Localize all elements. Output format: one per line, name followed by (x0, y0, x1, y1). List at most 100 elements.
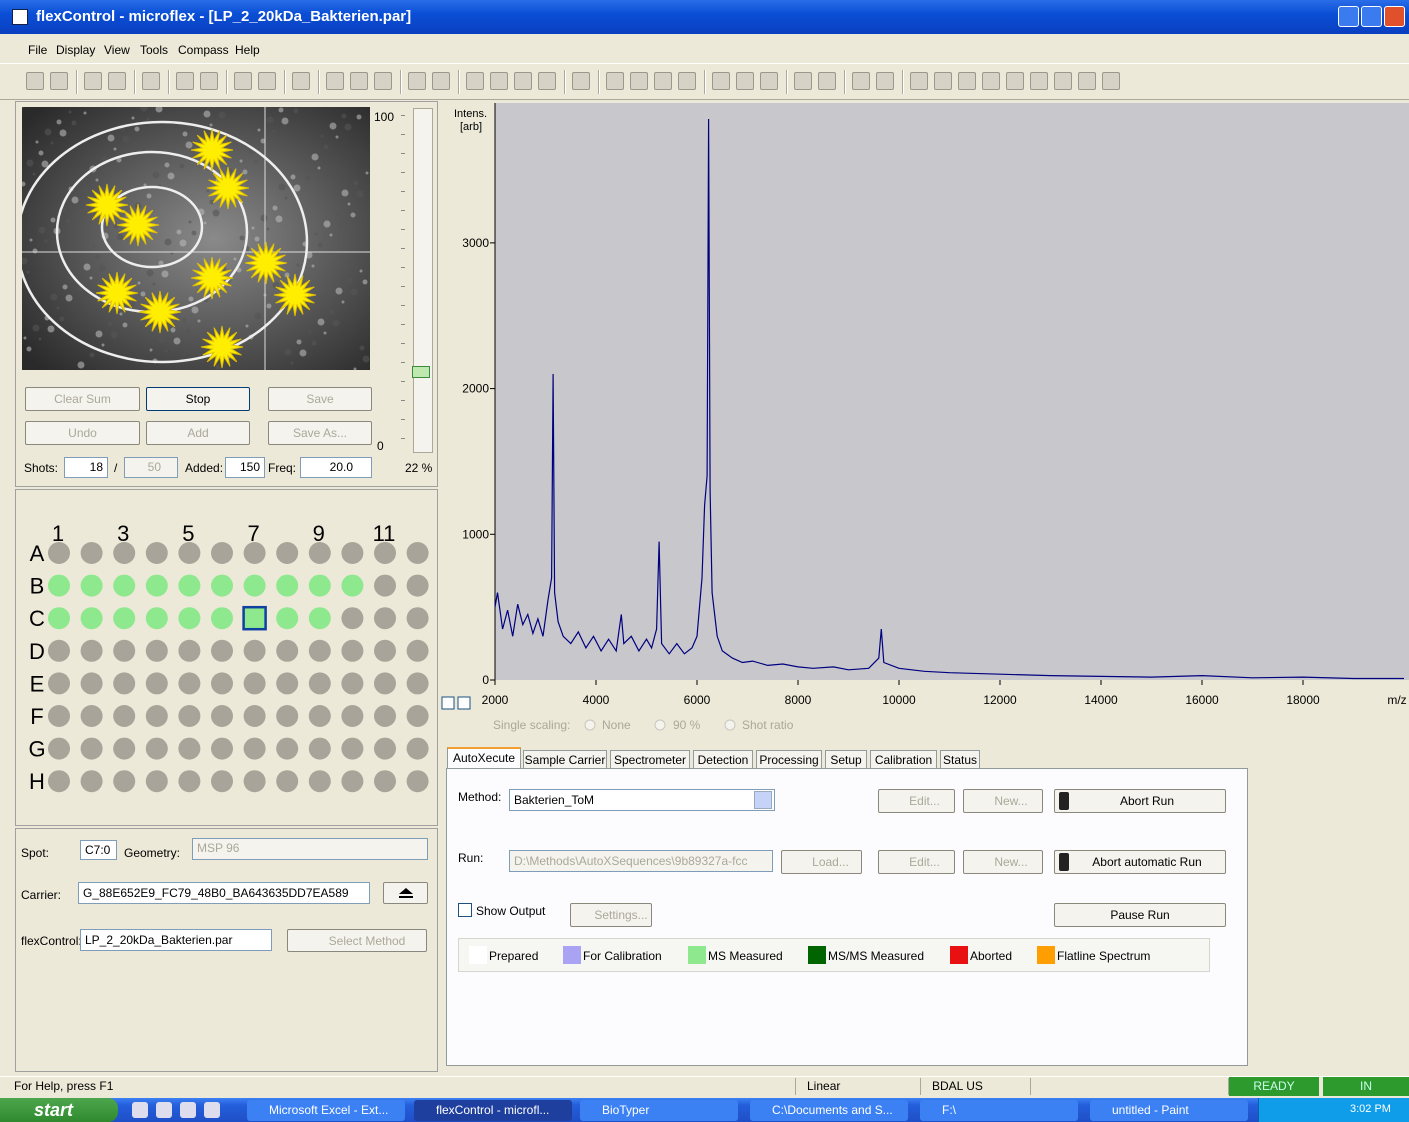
toolbar-button[interactable] (712, 72, 730, 90)
toolbar-button[interactable] (1030, 72, 1048, 90)
quick-launch[interactable] (156, 1102, 172, 1118)
camera-button[interactable]: Save As... (268, 421, 372, 445)
run-dropdown[interactable]: D:\Methods\AutoXSequences\9b89327a-fcc (509, 850, 773, 872)
maximize-button[interactable] (1361, 6, 1382, 27)
toolbar-button[interactable] (50, 72, 68, 90)
menu-item[interactable]: Compass (178, 43, 229, 57)
toolbar-button[interactable] (654, 72, 672, 90)
tab[interactable]: Detection (693, 750, 753, 770)
scaling-label: Single scaling: (493, 718, 570, 732)
tab[interactable]: Status (940, 750, 980, 770)
toolbar-button[interactable] (934, 72, 952, 90)
show-output-checkbox[interactable] (458, 903, 472, 917)
camera-button[interactable]: Stop (146, 387, 250, 411)
toolbar-button[interactable] (84, 72, 102, 90)
task-button[interactable]: Microsoft Excel - Ext... (247, 1100, 405, 1121)
toolbar-button[interactable] (606, 72, 624, 90)
task-button[interactable]: BioTyper (580, 1100, 738, 1121)
tab[interactable]: Setup (825, 750, 867, 770)
minimize-button[interactable] (1338, 6, 1359, 27)
start-button[interactable]: start (0, 1098, 118, 1122)
shots-field[interactable]: 18 (64, 457, 108, 478)
toolbar-button[interactable] (794, 72, 812, 90)
edit-button[interactable]: Edit... (878, 850, 955, 874)
toolbar-button[interactable] (374, 72, 392, 90)
toolbar-button[interactable] (350, 72, 368, 90)
shots-max-field[interactable]: 50 (124, 457, 178, 478)
pause-button[interactable]: Pause Run (1054, 903, 1226, 927)
toolbar-button[interactable] (292, 72, 310, 90)
toolbar-button[interactable] (1078, 72, 1096, 90)
toolbar-button[interactable] (176, 72, 194, 90)
toolbar-button[interactable] (200, 72, 218, 90)
freq-field[interactable]: 20.0 (300, 457, 372, 478)
camera-button[interactable]: Undo (25, 421, 140, 445)
toolbar-button[interactable] (678, 72, 696, 90)
tab[interactable]: Processing (756, 750, 822, 770)
toolbar-button[interactable] (490, 72, 508, 90)
quick-launch[interactable] (204, 1102, 220, 1118)
quick-launch[interactable] (180, 1102, 196, 1118)
toolbar-button[interactable] (514, 72, 532, 90)
toolbar-button[interactable] (466, 72, 484, 90)
added-field[interactable]: 150 (225, 457, 265, 478)
edit-button[interactable]: Edit... (878, 789, 955, 813)
new-button[interactable]: New... (963, 850, 1043, 874)
toolbar-button[interactable] (910, 72, 928, 90)
task-button[interactable]: untitled - Paint (1090, 1100, 1248, 1121)
camera-button[interactable]: Save (268, 387, 372, 411)
toolbar-button[interactable] (326, 72, 344, 90)
geometry-field[interactable]: MSP 96 (192, 838, 428, 860)
toolbar-button[interactable] (852, 72, 870, 90)
toolbar-button[interactable] (1054, 72, 1072, 90)
crystal (135, 127, 140, 132)
toolbar-button[interactable] (760, 72, 778, 90)
toolbar-button[interactable] (142, 72, 160, 90)
select-method-button[interactable]: Select Method (287, 929, 427, 952)
toolbar-button[interactable] (630, 72, 648, 90)
crystal (147, 270, 154, 277)
method-dropdown[interactable]: Bakterien_ToM (509, 789, 775, 811)
abort-button[interactable]: Abort Run (1054, 789, 1226, 813)
toolbar-button[interactable] (958, 72, 976, 90)
menu-item[interactable]: File (28, 43, 47, 57)
close-button[interactable] (1384, 6, 1405, 27)
toolbar-button[interactable] (538, 72, 556, 90)
toolbar-button[interactable] (736, 72, 754, 90)
toolbar-button[interactable] (408, 72, 426, 90)
toolbar-button[interactable] (572, 72, 590, 90)
tab[interactable]: Spectrometer (610, 750, 690, 770)
menu-item[interactable]: View (104, 43, 130, 57)
tab[interactable]: Calibration (870, 750, 937, 770)
toolbar-button[interactable] (234, 72, 252, 90)
quick-launch[interactable] (132, 1102, 148, 1118)
toolbar-button[interactable] (432, 72, 450, 90)
toolbar-button[interactable] (818, 72, 836, 90)
toolbar-button[interactable] (1006, 72, 1024, 90)
geometry-label: Geometry: (124, 846, 180, 860)
menu-item[interactable]: Help (235, 43, 260, 57)
load-button[interactable]: Load... (781, 850, 862, 874)
settings-button[interactable]: Settings... (570, 903, 652, 927)
tab[interactable]: Sample Carrier (523, 750, 607, 770)
task-button[interactable]: F:\ (920, 1100, 1078, 1121)
menu-item[interactable]: Tools (140, 43, 168, 57)
camera-button[interactable]: Add (146, 421, 250, 445)
camera-button[interactable]: Clear Sum (25, 387, 140, 411)
toolbar-button[interactable] (876, 72, 894, 90)
crystal (303, 166, 306, 169)
sample-spot (407, 640, 429, 662)
menu-item[interactable]: Display (56, 43, 95, 57)
toolbar-button[interactable] (982, 72, 1000, 90)
abort-auto-button[interactable]: Abort automatic Run (1054, 850, 1226, 874)
new-button[interactable]: New... (963, 789, 1043, 813)
task-button[interactable]: flexControl - microfl... (414, 1100, 572, 1121)
toolbar-button[interactable] (1102, 72, 1120, 90)
scale-thumb[interactable] (412, 366, 430, 378)
toolbar-button[interactable] (258, 72, 276, 90)
toolbar-button[interactable] (26, 72, 44, 90)
task-button[interactable]: C:\Documents and S... (750, 1100, 908, 1121)
tab[interactable]: AutoXecute (447, 747, 521, 770)
sample-spot (244, 640, 266, 662)
toolbar-button[interactable] (108, 72, 126, 90)
